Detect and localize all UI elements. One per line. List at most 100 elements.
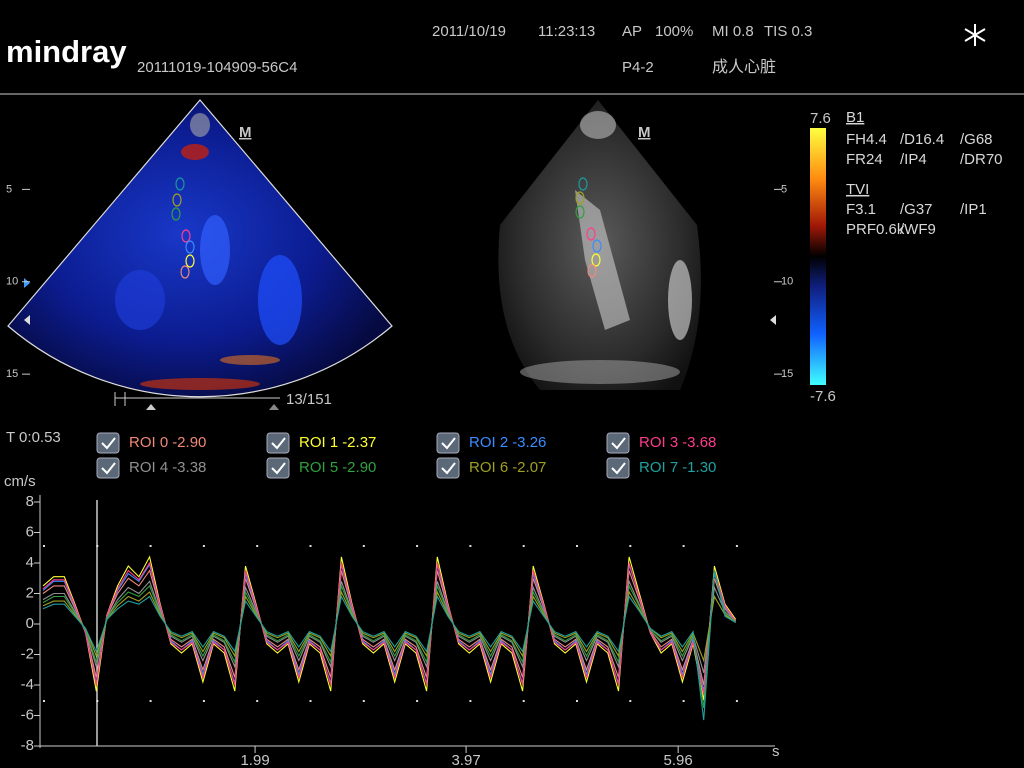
x-tick-label: 1.99 <box>240 752 269 768</box>
param-value: /G37 <box>900 201 933 218</box>
color-bar-min: -7.6 <box>810 388 836 405</box>
roi-trace <box>42 570 736 721</box>
param-value: /WF9 <box>900 221 936 238</box>
cursor-time: T 0:0.53 <box>6 429 61 446</box>
roi-checkbox[interactable] <box>266 457 290 479</box>
param-value: /D16.4 <box>900 131 944 148</box>
roi-trace <box>42 590 737 663</box>
param-value: FR24 <box>846 151 883 168</box>
freeze-icon[interactable] <box>964 24 986 46</box>
legend-value: -2.90 <box>342 459 376 476</box>
depth-label: 5 <box>781 183 787 195</box>
y-tick-label: 2 <box>26 584 34 601</box>
legend-entry: ROI 1 -2.37 <box>299 434 376 451</box>
roi-markers <box>171 177 195 279</box>
legend-name: ROI 3 <box>639 434 678 451</box>
param-title: TVI <box>846 181 869 198</box>
legend-value: -1.30 <box>682 459 716 476</box>
date: 2011/10/19 <box>432 23 506 40</box>
param-title: B1 <box>846 109 864 126</box>
param-value: F3.1 <box>846 201 876 218</box>
legend-value: -2.07 <box>512 459 546 476</box>
param-value: /G68 <box>960 131 993 148</box>
y-tick-label: 6 <box>26 523 34 540</box>
roi-checkbox[interactable] <box>436 457 460 479</box>
orientation-marker: M <box>638 124 651 141</box>
roi-checkbox[interactable] <box>96 457 120 479</box>
legend-entry: ROI 4 -3.38 <box>129 459 206 476</box>
focus-marker <box>770 315 776 325</box>
preset: AP <box>622 23 642 40</box>
frame-counter: 13/151 <box>286 391 332 408</box>
checkmark <box>611 462 626 475</box>
time: 11:23:13 <box>538 23 595 40</box>
legend-value: -3.38 <box>172 459 206 476</box>
roi-checkbox[interactable] <box>606 457 630 479</box>
dot-grid <box>43 540 773 710</box>
legend-entry: ROI 6 -2.07 <box>469 459 546 476</box>
tvi-image <box>7 99 393 398</box>
mi: MI 0.8 <box>712 23 754 40</box>
legend-value: -2.37 <box>342 434 376 451</box>
depth-label: 15 <box>781 368 793 380</box>
focus-marker <box>24 315 30 325</box>
x-axis-label: s <box>772 743 780 760</box>
exam: 成人心脏 <box>712 58 776 76</box>
y-tick-label: -8 <box>21 737 34 754</box>
brand-logo: mindray <box>6 34 127 69</box>
checkmark <box>441 437 456 450</box>
legend-value: -2.90 <box>172 434 206 451</box>
checkmark <box>101 462 116 475</box>
legend-value: -3.68 <box>682 434 716 451</box>
cine-marker <box>146 404 156 410</box>
legend-name: ROI 1 <box>299 434 338 451</box>
legend-entry: ROI 5 -2.90 <box>299 459 376 476</box>
cine-bar[interactable] <box>114 392 280 406</box>
color-bar-max: 7.6 <box>810 110 831 127</box>
roi-checkbox[interactable] <box>96 432 120 454</box>
x-tick-label: 3.97 <box>451 752 480 768</box>
orientation-marker: M <box>239 124 252 141</box>
y-tick-label: 8 <box>26 493 34 510</box>
y-axis-label: cm/s <box>4 473 36 490</box>
tis: TIS 0.3 <box>764 23 812 40</box>
tvi-texture <box>115 113 302 390</box>
y-tick-label: 0 <box>26 615 34 632</box>
param-value: FH4.4 <box>846 131 887 148</box>
checkmark <box>271 437 286 450</box>
legend-value: -3.26 <box>512 434 546 451</box>
legend-name: ROI 2 <box>469 434 508 451</box>
y-tick-label: -4 <box>21 676 34 693</box>
roi-checkbox[interactable] <box>266 432 290 454</box>
legend-entry: ROI 7 -1.30 <box>639 459 716 476</box>
bmode-texture <box>520 111 692 384</box>
legend-entry: ROI 2 -3.26 <box>469 434 546 451</box>
roi-trace <box>42 561 737 695</box>
legend-name: ROI 0 <box>129 434 168 451</box>
focus-marker <box>24 278 30 288</box>
checkmark <box>271 462 286 475</box>
study-id: 20111019-104909-56C4 <box>137 59 297 76</box>
param-value: /IP4 <box>900 151 927 168</box>
power: 100% <box>655 23 693 40</box>
param-value: /IP1 <box>960 201 987 218</box>
roi-checkbox[interactable] <box>606 432 630 454</box>
cine-marker <box>269 404 279 410</box>
param-value: /DR70 <box>960 151 1003 168</box>
x-tick-label: 5.96 <box>664 752 693 768</box>
roi-markers-bmode <box>575 177 602 278</box>
depth-label: 5 <box>6 183 12 195</box>
depth-label: 15 <box>6 368 18 380</box>
y-tick-label: 4 <box>26 554 34 571</box>
legend-name: ROI 6 <box>469 459 508 476</box>
legend-name: ROI 5 <box>299 459 338 476</box>
roi-checkbox[interactable] <box>436 432 460 454</box>
y-tick-label: -6 <box>21 706 34 723</box>
legend-name: ROI 4 <box>129 459 168 476</box>
checkmark <box>611 437 626 450</box>
legend-entry: ROI 3 -3.68 <box>639 434 716 451</box>
param-value: PRF0.6k <box>846 221 905 238</box>
legend-name: ROI 7 <box>639 459 678 476</box>
probe: P4-2 <box>622 59 654 76</box>
